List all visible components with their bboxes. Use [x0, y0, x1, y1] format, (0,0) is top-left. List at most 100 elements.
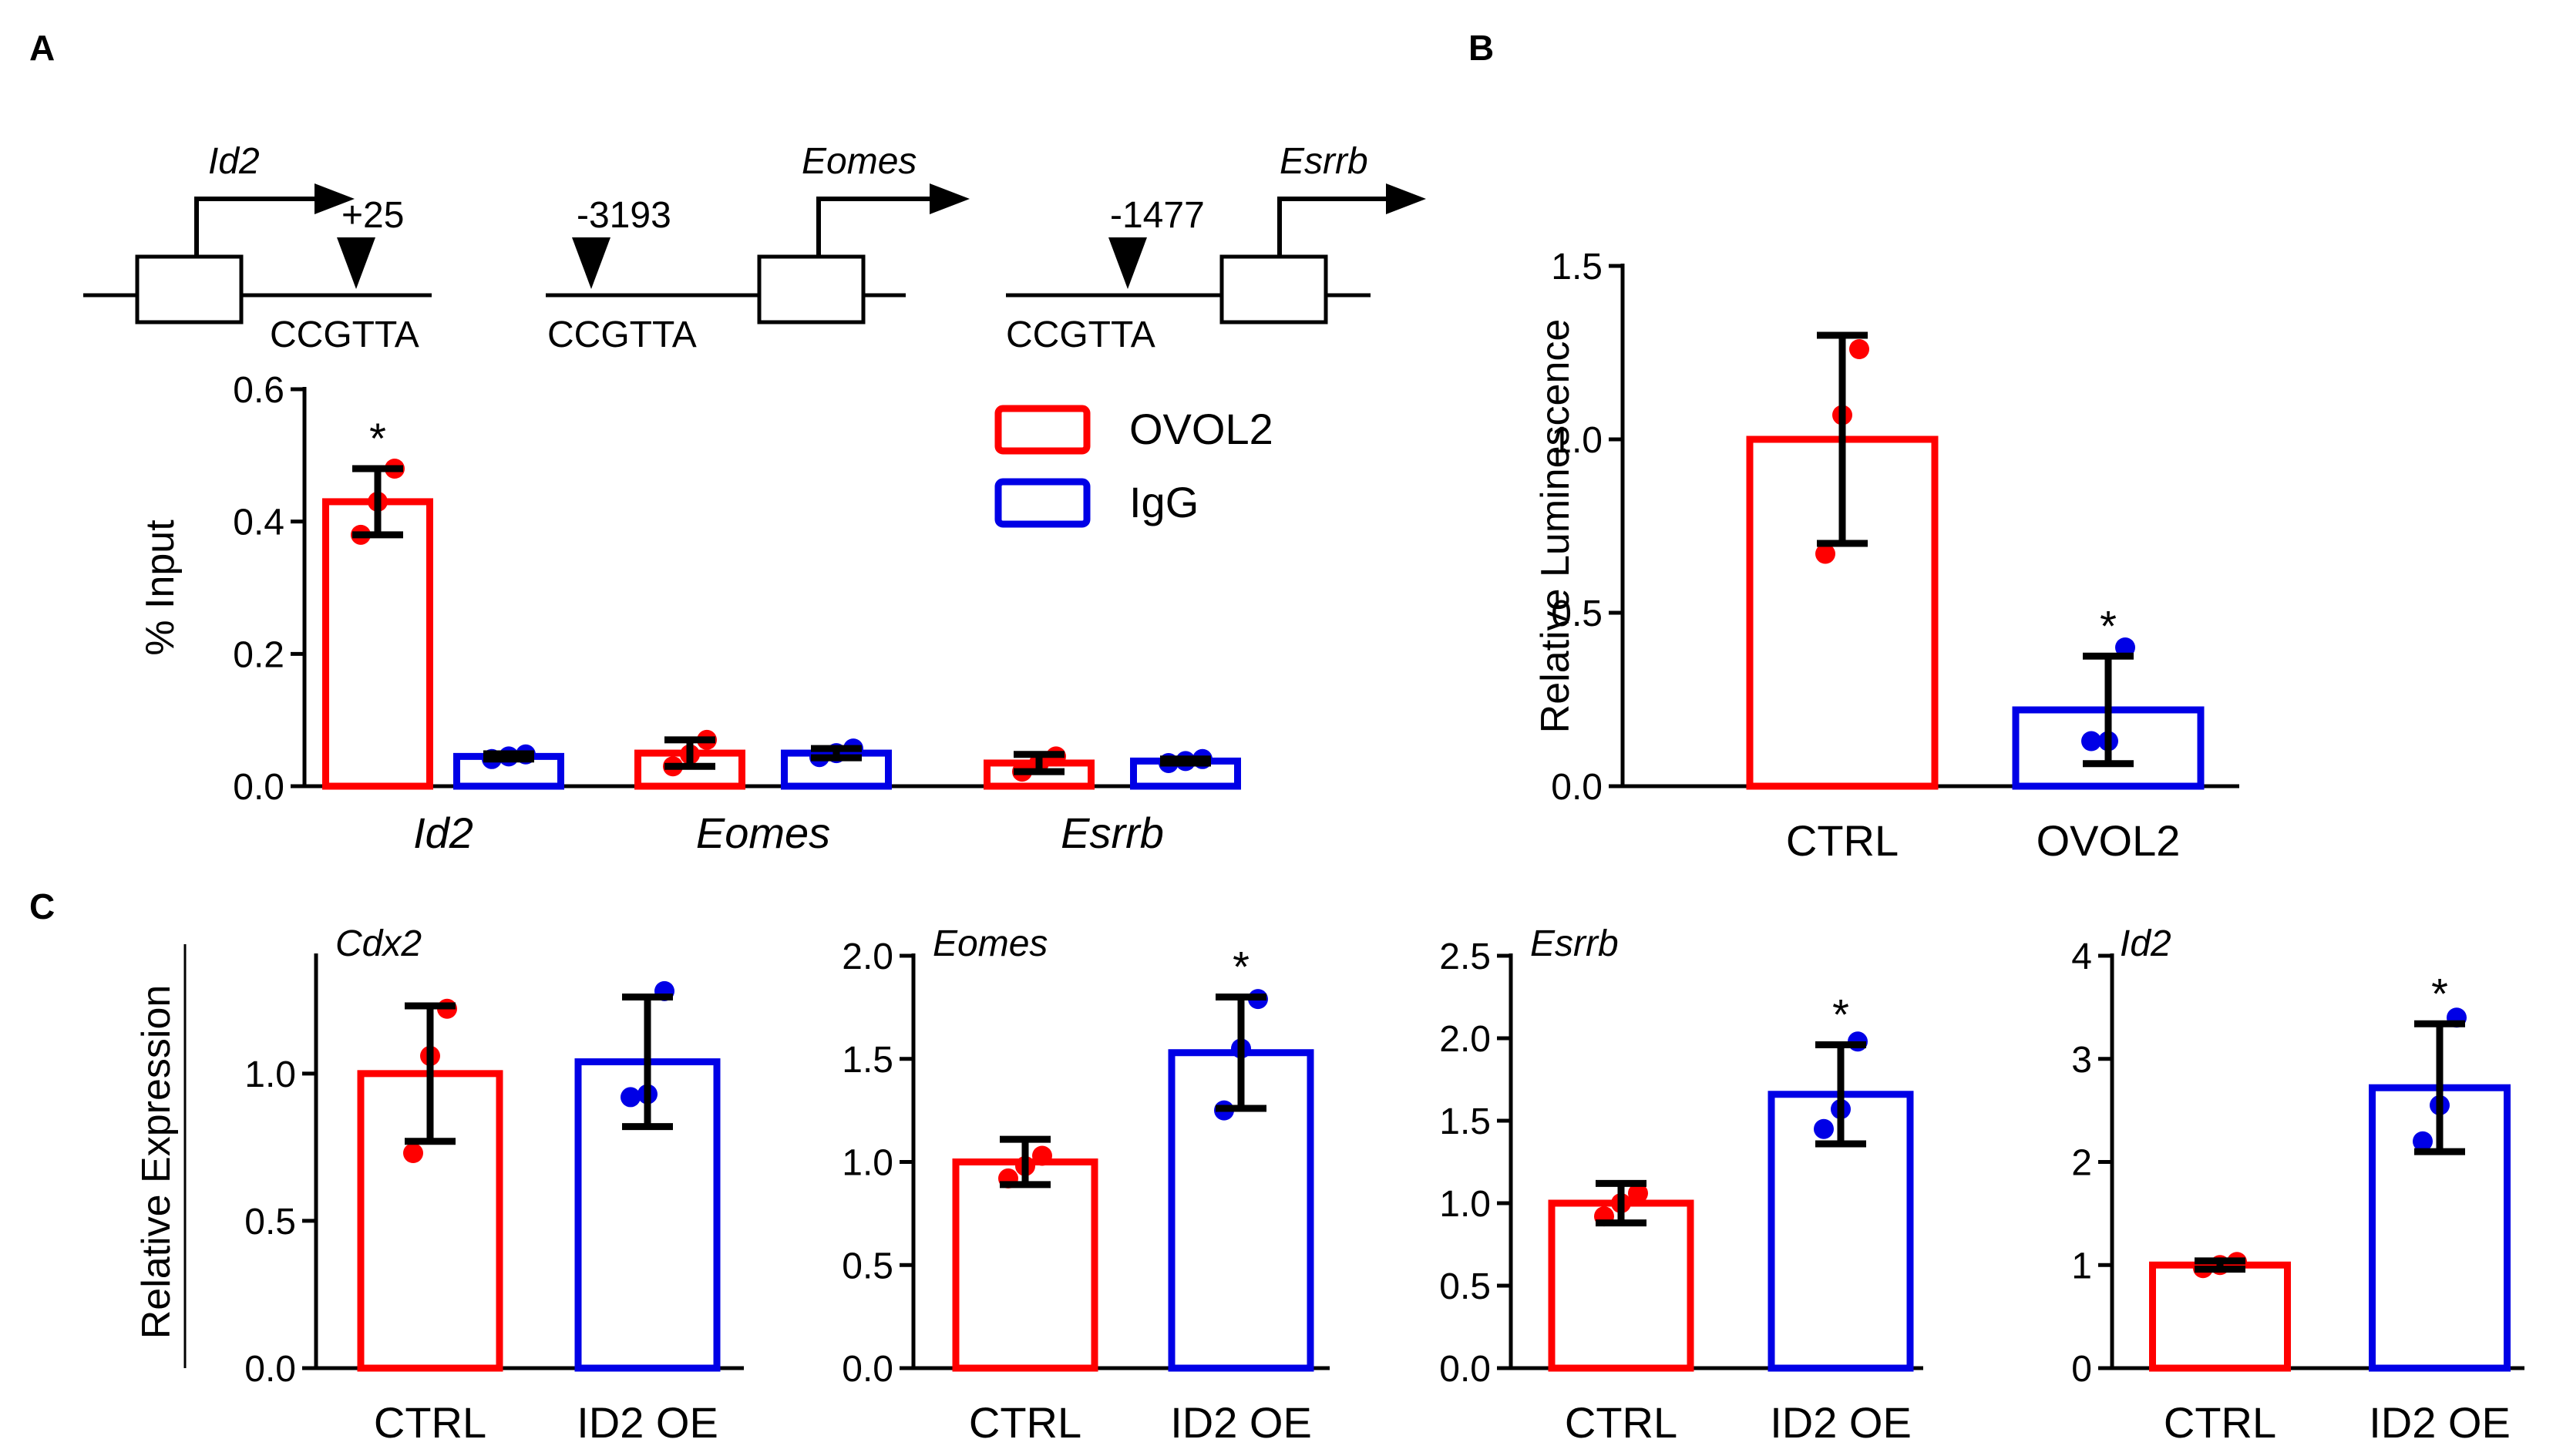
y-tick-label: 0.5 [1551, 593, 1603, 634]
promoter-diagram-eomes: Eomes -3193 CCGTTA [546, 141, 970, 355]
y-tick-label: 1 [2071, 1246, 2092, 1286]
esrrb-site-marker-icon [1108, 237, 1147, 289]
panel-label-c: C [29, 886, 55, 926]
category-label: CTRL [2164, 1398, 2276, 1447]
data-point-ctrl [1032, 1145, 1052, 1166]
legend-label-igg: IgG [1129, 478, 1199, 526]
esrrb-tss-arrow-icon [1386, 183, 1426, 214]
bar-ctrl [2149, 1261, 2291, 1372]
y-tick-label: 0.5 [1439, 1266, 1491, 1307]
significance-ovol2: * [2100, 601, 2117, 650]
y-tick-label: 0.0 [244, 1349, 296, 1390]
legend-label-ovol2: OVOL2 [1129, 405, 1273, 453]
category-label: ID2 OE [1770, 1398, 1912, 1447]
data-point-ctrl [1849, 339, 1869, 359]
significance-id2-oe: * [2431, 969, 2448, 1017]
id2-gene-box [135, 254, 244, 324]
charts-layer: 0.0 0.2 0.4 0.6 % Input * Id2 Eomes Esrrb OVOL2 Ig… [134, 247, 2524, 1447]
promoter-diagram-esrrb: Esrrb -1477 CCGTTA [1006, 141, 1426, 355]
category-label: Eomes [696, 809, 830, 857]
data-point-id2-oe [621, 1087, 641, 1108]
esrrb-site-offset: -1477 [1110, 195, 1205, 236]
y-tick-label: 0.5 [842, 1246, 893, 1286]
y-tick-label: 1.0 [1439, 1184, 1491, 1225]
chart-title: Id2 [2120, 923, 2171, 964]
category-label: CTRL [1786, 816, 1899, 865]
significance-ovol2-id2: * [369, 414, 386, 462]
significance-id2-oe: * [1233, 943, 1250, 991]
category-label: Esrrb [1061, 809, 1164, 857]
data-point-id2-oe [2413, 1131, 2433, 1152]
id2-site-offset: +25 [341, 195, 404, 236]
y-tick-label: 4 [2071, 936, 2092, 977]
esrrb-gene-box [1219, 254, 1328, 324]
data-point-ctrl [1815, 543, 1835, 564]
chart-title: Esrrb [1530, 923, 1619, 964]
bar-ctrl [1548, 1199, 1694, 1372]
y-axis-label: % Input [138, 520, 183, 656]
category-label: CTRL [1565, 1398, 1677, 1447]
chart-3: 0.0 0.5 1.0 1.5 2.0 Eomes CTRL * ID2 OE [842, 923, 1330, 1447]
id2-site-marker-icon [337, 237, 375, 289]
panel-label-a: A [29, 28, 55, 68]
legend-swatch-ovol2 [994, 405, 1091, 455]
category-label: ID2 OE [1170, 1398, 1312, 1447]
eomes-gene-box [757, 254, 866, 324]
chart-1: 0.0 0.5 1.0 1.5 Relative Luminescence CTRL * OV… [1533, 247, 2239, 865]
esrrb-motif: CCGTTA [1006, 314, 1155, 355]
promoter-diagram-id2: Id2 +25 CCGTTA [83, 141, 432, 355]
category-label: Id2 [413, 809, 473, 857]
id2-motif: CCGTTA [270, 314, 419, 355]
category-label: CTRL [374, 1398, 486, 1447]
y-tick-label: 1.5 [1551, 247, 1603, 288]
data-point-ctrl [403, 1143, 423, 1164]
chart-title: Eomes [933, 923, 1048, 964]
y-tick-label: 0 [2071, 1349, 2092, 1390]
chart-0: 0.0 0.2 0.4 0.6 % Input * Id2 Eomes Esrrb OVOL2 Ig… [138, 370, 1273, 857]
category-label: ID2 OE [2369, 1398, 2511, 1447]
bar-ovol2-id2 [322, 498, 433, 790]
panel-label-b: B [1468, 28, 1494, 68]
y-tick-label: 1.0 [244, 1054, 296, 1095]
id2-gene-name: Id2 [208, 141, 260, 182]
esrrb-gene-name: Esrrb [1280, 141, 1368, 182]
y-tick-label: 0.0 [842, 1349, 893, 1390]
chart-5: 0 1 2 3 4 Id2 CTRL * ID2 OE [2071, 923, 2524, 1447]
y-tick-label: 0.0 [1551, 767, 1603, 808]
y-tick-label: 2.0 [842, 936, 893, 977]
data-point-ovol2 [2081, 731, 2101, 752]
category-label: ID2 OE [577, 1398, 718, 1447]
y-tick-label: 2 [2071, 1143, 2092, 1184]
y-tick-label: 0.6 [233, 370, 284, 411]
bar-ctrl [952, 1158, 1098, 1372]
y-tick-label: 0.4 [233, 503, 284, 543]
y-tick-label: 2.5 [1439, 936, 1491, 977]
eomes-gene-name: Eomes [802, 141, 917, 182]
y-tick-label: 1.0 [842, 1143, 893, 1184]
y-tick-label: 1.5 [842, 1040, 893, 1081]
category-label: CTRL [969, 1398, 1081, 1447]
y-tick-label: 1.5 [1439, 1101, 1491, 1142]
eomes-tss-arrow-icon [930, 183, 970, 214]
y-tick-label: 3 [2071, 1040, 2092, 1081]
y-axis-label: Relative Luminescence [1533, 319, 1578, 734]
y-tick-label: 2.0 [1439, 1019, 1491, 1060]
eomes-site-offset: -3193 [577, 195, 671, 236]
y-tick-label: 1.0 [1551, 420, 1603, 461]
eomes-motif: CCGTTA [547, 314, 697, 355]
id2-tss-arrow-icon [314, 183, 355, 214]
chart-4: 0.0 0.5 1.0 1.5 2.0 2.5 Esrrb CTRL * ID2 OE [1439, 923, 1923, 1447]
eomes-site-marker-icon [572, 237, 610, 289]
significance-id2-oe: * [1832, 990, 1849, 1039]
y-tick-label: 0.5 [244, 1202, 296, 1242]
data-point-id2-oe [1814, 1118, 1834, 1139]
y-tick-label: 0.2 [233, 634, 284, 675]
y-axis-label: Relative Expression [134, 985, 179, 1340]
data-point-ctrl [1628, 1183, 1648, 1204]
category-label: OVOL2 [2037, 816, 2181, 865]
chart-title: Cdx2 [335, 923, 422, 964]
chart-2: 0.0 0.5 1.0 Relative Expression Cdx2 CTRL ID2 … [134, 923, 744, 1447]
legend: OVOL2 IgG [994, 405, 1273, 528]
data-point-ovol2 [2115, 637, 2135, 657]
